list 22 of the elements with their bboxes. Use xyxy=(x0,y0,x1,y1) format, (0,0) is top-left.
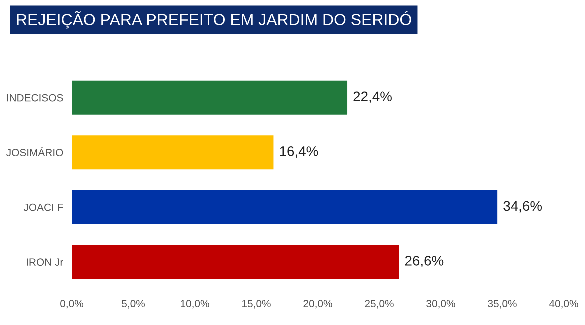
data-label: 16,4% xyxy=(280,146,318,158)
y-tick-label: JOACI F xyxy=(24,204,64,212)
x-tick-label: 5,0% xyxy=(122,300,145,309)
data-label: 22,4% xyxy=(354,92,392,104)
x-tick-label: 25,0% xyxy=(365,300,394,309)
bar xyxy=(72,136,274,170)
bar xyxy=(72,190,498,224)
y-tick-label: IRON Jr xyxy=(27,258,64,266)
bar xyxy=(72,80,348,115)
x-tick-label: 15,0% xyxy=(242,300,271,309)
y-tick-label: JOSIMÁRIO xyxy=(6,147,64,156)
x-tick-label: 10,0% xyxy=(181,300,210,309)
x-tick-label: 40,0% xyxy=(549,300,578,309)
bar xyxy=(72,245,400,280)
data-label: 26,6% xyxy=(405,256,444,268)
y-tick-label: INDECISOS xyxy=(7,94,64,102)
x-tick-label: 20,0% xyxy=(304,300,332,309)
x-tick-label: 0,0% xyxy=(60,300,84,309)
x-tick-label: 35,0% xyxy=(488,300,517,309)
x-tick-label: 30,0% xyxy=(426,300,456,309)
chart-title: REJEIÇÃO PARA PREFEITO EM JARDIM DO SERIDÓ xyxy=(17,11,412,29)
data-label: 34,6% xyxy=(504,201,542,213)
